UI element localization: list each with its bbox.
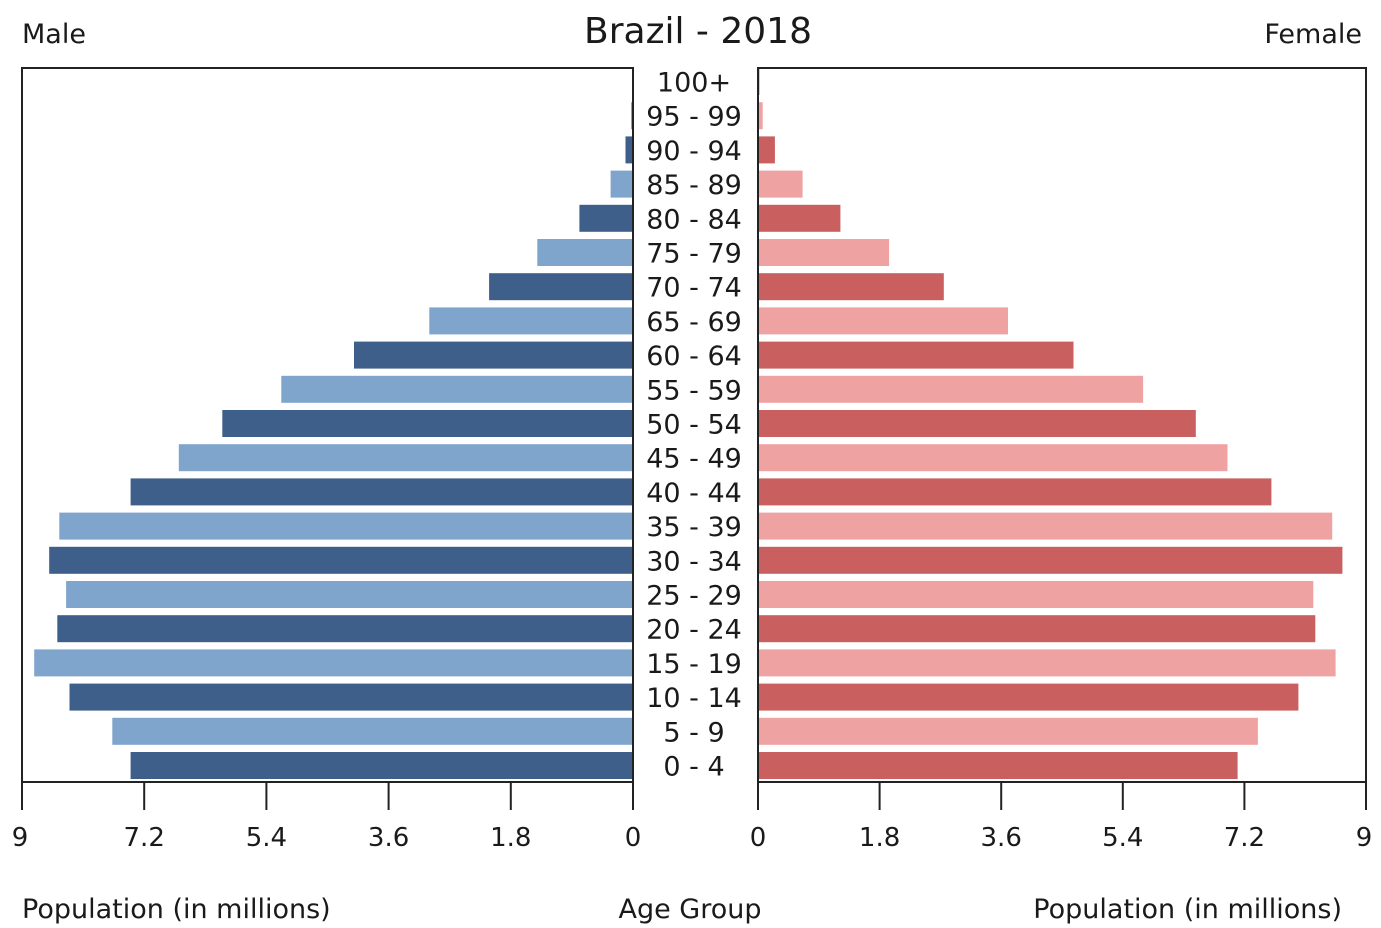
age-group-label: Age Group xyxy=(618,894,761,925)
age-label-50-54: 50 - 54 xyxy=(646,410,742,441)
age-label-100: 100+ xyxy=(657,68,731,99)
female-bar-75-79 xyxy=(758,239,890,266)
age-label-75-79: 75 - 79 xyxy=(646,239,742,270)
male-tick-label: 0 xyxy=(625,823,642,853)
female-tick-label: 7.2 xyxy=(1224,823,1265,853)
age-label-30-34: 30 - 34 xyxy=(646,546,742,577)
female-bar-55-59 xyxy=(758,375,1144,403)
female-bar-60-64 xyxy=(758,341,1074,369)
female-bar-25-29 xyxy=(758,581,1314,608)
female-tick-label: 3.6 xyxy=(981,823,1022,853)
male-bars xyxy=(34,68,634,779)
age-label-95-99: 95 - 99 xyxy=(646,102,742,133)
male-tick-label: 1.8 xyxy=(490,823,531,853)
female-bar-70-74 xyxy=(758,273,944,301)
female-tick-label: 0 xyxy=(750,823,767,853)
female-bar-35-39 xyxy=(758,512,1333,540)
chart-title: Brazil - 2018 xyxy=(584,11,812,52)
male-bar-90-94 xyxy=(625,136,633,164)
female-bar-85-89 xyxy=(758,170,803,198)
age-label-65-69: 65 - 69 xyxy=(646,307,742,338)
male-bar-60-64 xyxy=(354,341,633,369)
age-label-55-59: 55 - 59 xyxy=(646,375,742,406)
female-label: Female xyxy=(1264,19,1362,50)
male-bar-10-14 xyxy=(69,683,633,711)
male-bar-15-19 xyxy=(34,649,633,677)
male-bar-50-54 xyxy=(222,410,634,437)
female-tick-label: 9 xyxy=(1356,823,1373,853)
male-bar-40-44 xyxy=(130,478,633,506)
age-label-40-44: 40 - 44 xyxy=(646,478,742,509)
female-tick-label: 5.4 xyxy=(1102,823,1143,853)
age-label-70-74: 70 - 74 xyxy=(646,273,742,304)
female-bar-50-54 xyxy=(758,410,1196,437)
male-bar-55-59 xyxy=(281,375,633,403)
age-label-85-89: 85 - 89 xyxy=(646,170,742,201)
female-bar-40-44 xyxy=(758,478,1272,506)
male-bar-75-79 xyxy=(537,239,633,266)
female-bar-10-14 xyxy=(758,683,1299,711)
female-bar-65-69 xyxy=(758,307,1008,335)
male-bar-25-29 xyxy=(66,581,634,608)
male-axis-label: Population (in millions) xyxy=(22,894,331,925)
male-bar-65-69 xyxy=(429,307,633,335)
female-plot-frame xyxy=(757,67,1367,783)
female-bar-0-4 xyxy=(758,752,1238,779)
age-label-20-24: 20 - 24 xyxy=(646,615,742,646)
female-bar-45-49 xyxy=(758,444,1228,472)
male-tick-label: 5.4 xyxy=(246,823,287,853)
age-label-10-14: 10 - 14 xyxy=(646,683,742,714)
male-bar-30-34 xyxy=(49,546,633,574)
age-label-5-9: 5 - 9 xyxy=(663,717,724,748)
female-bar-80-84 xyxy=(758,204,841,232)
male-plot-frame xyxy=(21,67,634,783)
female-bar-5-9 xyxy=(758,717,1258,745)
age-label-15-19: 15 - 19 xyxy=(646,649,742,680)
male-bar-45-49 xyxy=(178,444,634,472)
male-bar-20-24 xyxy=(57,615,634,643)
male-label: Male xyxy=(22,19,86,50)
female-bar-30-34 xyxy=(758,546,1343,574)
female-tick-label: 1.8 xyxy=(859,823,900,853)
age-label-60-64: 60 - 64 xyxy=(646,341,742,372)
male-tick-label: 7.2 xyxy=(124,823,165,853)
male-bar-35-39 xyxy=(59,512,634,540)
male-bar-80-84 xyxy=(579,204,633,232)
age-label-35-39: 35 - 39 xyxy=(646,512,742,543)
age-label-0-4: 0 - 4 xyxy=(663,752,724,783)
male-tick-label: 9 xyxy=(12,823,29,853)
female-bar-20-24 xyxy=(758,615,1316,643)
female-bars xyxy=(758,68,1343,779)
female-bar-90-94 xyxy=(758,136,775,164)
male-axis-ticks: 0 1.8 3.6 5.4 7.2 9 xyxy=(12,782,642,853)
age-label-25-29: 25 - 29 xyxy=(646,581,742,612)
age-label-80-84: 80 - 84 xyxy=(646,204,742,235)
male-bar-85-89 xyxy=(610,170,633,198)
female-axis-label: Population (in millions) xyxy=(1033,894,1342,925)
male-bar-0-4 xyxy=(130,752,633,779)
age-label-90-94: 90 - 94 xyxy=(646,136,742,167)
age-label-45-49: 45 - 49 xyxy=(646,444,742,475)
female-axis-ticks: 0 1.8 3.6 5.4 7.2 9 xyxy=(750,782,1373,853)
male-bar-70-74 xyxy=(489,273,633,301)
female-bar-15-19 xyxy=(758,649,1336,677)
female-bar-95-99 xyxy=(758,102,763,130)
male-bar-5-9 xyxy=(112,717,634,745)
male-tick-label: 3.6 xyxy=(368,823,409,853)
